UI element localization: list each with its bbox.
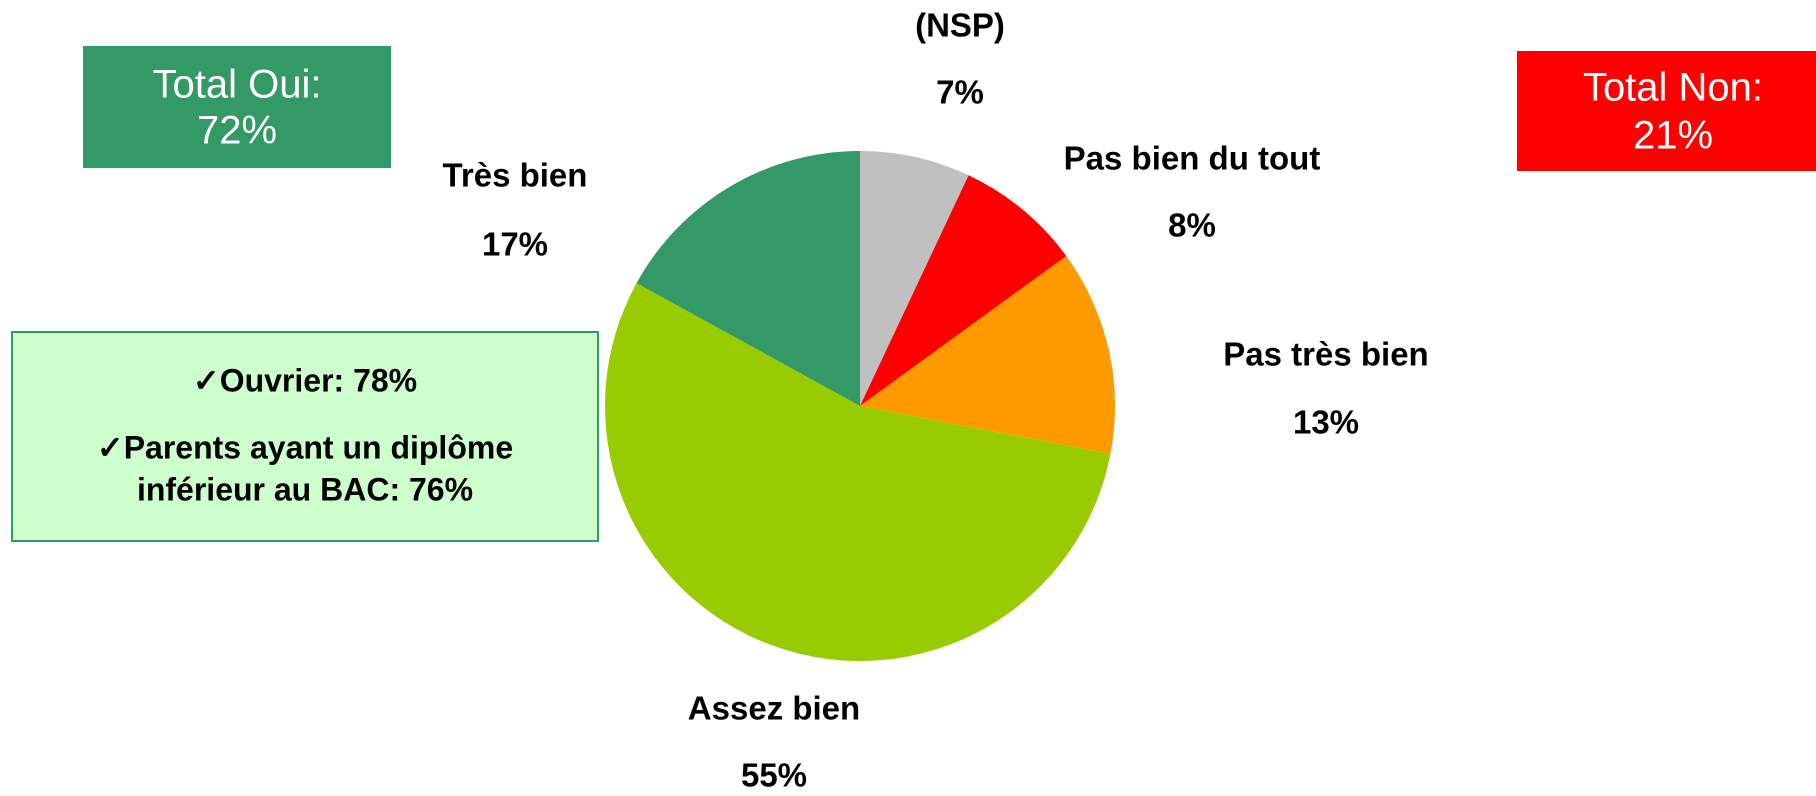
total-oui-text: 72% — [197, 109, 277, 153]
pie-slice — [605, 283, 1111, 661]
pie-slice — [860, 151, 969, 406]
slice-value: 13% — [1293, 404, 1359, 441]
total-oui-text: Total Oui: — [153, 63, 322, 107]
pie-slice — [860, 256, 1115, 454]
notes-text: ✓Parents ayant un diplôme — [97, 429, 513, 465]
slice-label: Très bien — [443, 157, 588, 194]
total-non-text: Total Non: — [1583, 66, 1763, 110]
slice-label: Pas bien du tout — [1064, 140, 1321, 177]
notes-text: ✓Ouvrier: 78% — [193, 362, 417, 398]
slice-label: Pas très bien — [1223, 336, 1428, 373]
slice-value: 55% — [741, 757, 807, 794]
total-non-box — [1517, 51, 1816, 171]
total-non-text: 21% — [1633, 114, 1713, 158]
slice-value: 17% — [482, 226, 548, 263]
slice-value: 7% — [936, 74, 984, 111]
pie-slice — [636, 151, 860, 406]
notes-text: inférieur au BAC: 76% — [137, 471, 473, 507]
slice-label: Assez bien — [688, 690, 860, 727]
slice-label: (NSP) — [915, 7, 1005, 44]
total-oui-box — [83, 46, 391, 168]
slice-value: 8% — [1168, 207, 1216, 244]
pie-slice — [860, 175, 1067, 406]
notes-box — [11, 331, 599, 542]
